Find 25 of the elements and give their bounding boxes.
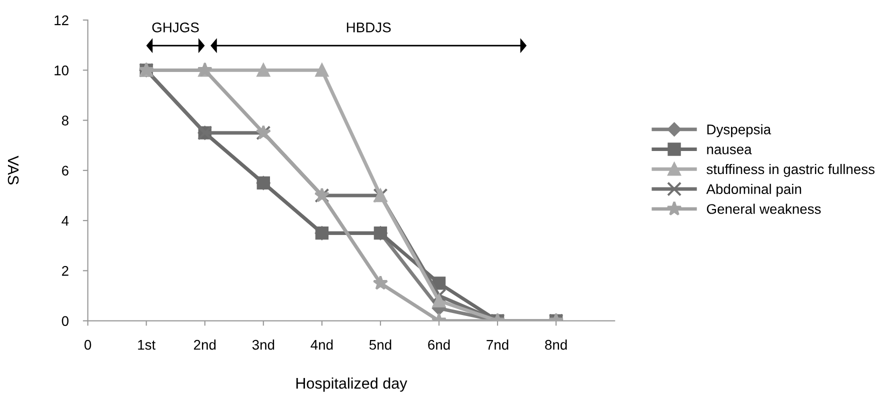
y-tick-label: 10 [54,66,69,76]
y-tick-label: 6 [62,166,68,176]
legend-label: stuffiness in gastric fullness [706,164,875,177]
y-tick-label: 8 [62,116,68,126]
x-tick-label: 7nd [486,340,508,350]
annotation: HBDJS [346,22,391,32]
legend-label: Abdominal pain [706,184,802,197]
x-tick-label: 8nd [545,340,567,350]
legend-label: nausea [707,146,752,154]
legend-label: General weakness [706,204,821,214]
legend-label: Dyspepsia [707,124,772,138]
x-tick-label: 1st [138,340,156,350]
y-tick-label: 12 [54,15,68,26]
x-tick-label: 2nd [194,340,216,350]
x-tick-label: 3nd [252,340,274,350]
y-axis-title: VAS [8,156,19,184]
x-tick-label: 6nd [428,340,450,350]
y-tick-label: 0 [62,316,69,326]
x-tick-label: 5nd [369,340,392,350]
x-tick-label: 0 [84,340,92,350]
y-tick-label: 4 [62,216,69,226]
y-tick-label: 2 [62,266,68,276]
x-tick-label: 4nd [310,340,333,350]
annotation: GHJGS [152,22,199,32]
x-axis-title: Hospitalized day [296,377,408,392]
